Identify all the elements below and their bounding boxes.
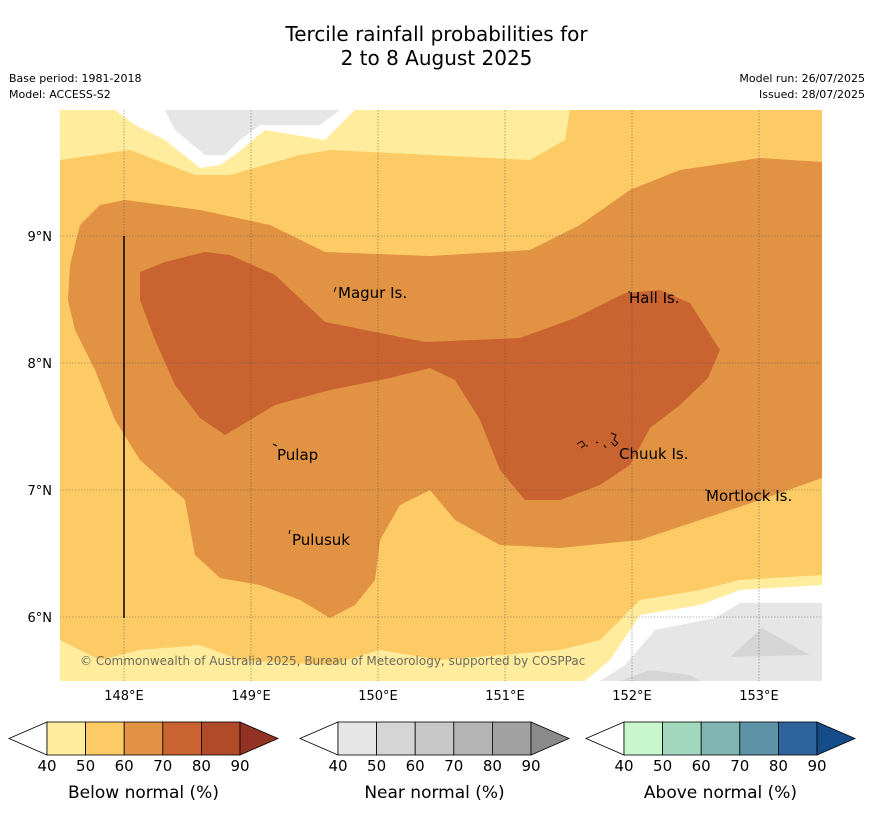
colorbar-tick-label: 40 [37, 757, 56, 775]
label-pulap: Pulap [277, 446, 318, 464]
lon-tick-150: 150°E [358, 689, 398, 704]
label-pulusuk: Pulusuk [292, 531, 350, 549]
base-period: Base period: 1981-2018 [9, 72, 142, 85]
place-labels: Magur Is. Hall Is. Pulap Chuuk Is. Mortl… [277, 284, 792, 549]
title-line-2: 2 to 8 August 2025 [340, 46, 533, 70]
colorbar-1: 40 50 60 70 80 90 Below normal (%) [7, 721, 280, 803]
colorbar-swatch [46, 721, 86, 756]
lat-tick-9: 9°N [28, 230, 53, 245]
lat-tick-7: 7°N [28, 484, 53, 499]
colorbar-3: 40 50 60 70 80 90 Above normal (%) [584, 721, 857, 803]
pulusuk-island-mark [288, 529, 291, 535]
title-line-1: Tercile rainfall probabilities for [285, 22, 588, 46]
colorbar-tick-label: 40 [614, 757, 633, 775]
colorbar-min-extend [584, 721, 625, 756]
colorbar-swatch [162, 721, 202, 756]
colorbar-title: Near normal (%) [364, 783, 504, 803]
colorbar-tick-label: 70 [730, 757, 749, 775]
colorbar-2: 40 50 60 70 80 90 Near normal (%) [298, 721, 571, 803]
lat-tick-labels: 9°N 8°N 7°N 6°N [28, 230, 53, 626]
colorbar-swatch [491, 721, 532, 756]
colorbar-swatch [200, 721, 241, 756]
colorbar-min-extend [7, 721, 48, 756]
colorbar-max-extend [530, 721, 571, 756]
pulap-island-mark [272, 443, 278, 447]
label-chuuk: Chuuk Is. [619, 445, 688, 463]
colorbar-title: Below normal (%) [68, 783, 219, 803]
colorbar-min-extend [298, 721, 339, 756]
lat-tick-6: 6°N [28, 611, 53, 626]
colorbar-swatch [623, 721, 663, 756]
colorbar-swatch [123, 721, 164, 756]
copyright-text: © Commonwealth of Australia 2025, Bureau… [80, 654, 585, 668]
band-near-50-60-south-2 [620, 670, 700, 681]
label-magur: Magur Is. [338, 284, 407, 302]
lat-tick-8: 8°N [28, 357, 53, 372]
model-run: Model run: 26/07/2025 [739, 72, 865, 85]
colorbar-max-extend [239, 721, 280, 756]
lon-tick-151: 151°E [485, 689, 525, 704]
lon-tick-149: 149°E [231, 689, 271, 704]
colorbar-swatch [700, 721, 741, 756]
colorbar-tick-label: 70 [444, 757, 463, 775]
colorbar-swatch [85, 721, 125, 756]
colorbar-tick-label: 50 [76, 757, 95, 775]
magur-island-mark [333, 286, 337, 293]
colorbar-swatch [453, 721, 493, 756]
colorbar-tick-label: 60 [692, 757, 711, 775]
colorbar-swatch [739, 721, 779, 756]
lon-tick-labels: 148°E 149°E 150°E 151°E 152°E 153°E [104, 689, 779, 704]
colorbar-tick-label: 50 [653, 757, 672, 775]
colorbar-tick-label: 80 [769, 757, 788, 775]
island-outlines [272, 286, 707, 535]
colorbar-tick-label: 50 [367, 757, 386, 775]
meta-right: Model run: 26/07/2025 Issued: 28/07/2025 [739, 71, 865, 103]
colorbar-swatch [337, 721, 377, 756]
model-name: Model: ACCESS-S2 [9, 88, 111, 101]
colorbar-title: Above normal (%) [644, 783, 797, 803]
band-near-50-60-south [730, 628, 810, 657]
label-hall: Hall Is. [629, 289, 680, 307]
issued-date: Issued: 28/07/2025 [758, 88, 865, 101]
band-near-40-50-south [600, 603, 822, 681]
colorbar-swatch [414, 721, 455, 756]
colorbar-tick-label: 70 [153, 757, 172, 775]
colorbar-tick-label: 90 [230, 757, 249, 775]
colorbars: 40 50 60 70 80 90 Below normal (%) 40 50 60 70 80 90… [7, 721, 857, 803]
colorbar-tick-label: 90 [521, 757, 540, 775]
lon-tick-148: 148°E [104, 689, 144, 704]
lon-tick-152: 152°E [612, 689, 652, 704]
band-near-40-50-north [165, 110, 340, 155]
chart-title: Tercile rainfall probabilities for 2 to … [0, 22, 873, 70]
label-mortlock: Mortlock Is. [706, 487, 792, 505]
lon-tick-153: 153°E [739, 689, 779, 704]
probability-field: © Commonwealth of Australia 2025, Bureau… [60, 110, 822, 681]
meta-left: Base period: 1981-2018 Model: ACCESS-S2 [9, 71, 141, 103]
colorbar-tick-label: 40 [328, 757, 347, 775]
colorbar-swatch [662, 721, 702, 756]
colorbar-tick-label: 80 [483, 757, 502, 775]
chuuk-island-mark [576, 432, 619, 449]
colorbar-tick-label: 90 [807, 757, 826, 775]
colorbar-max-extend [816, 721, 857, 756]
colorbar-tick-label: 60 [406, 757, 425, 775]
colorbar-swatch [778, 721, 818, 756]
band-below-70-80 [140, 252, 720, 500]
colorbar-tick-label: 60 [115, 757, 134, 775]
colorbar-tick-label: 80 [192, 757, 211, 775]
colorbar-swatch [376, 721, 416, 756]
